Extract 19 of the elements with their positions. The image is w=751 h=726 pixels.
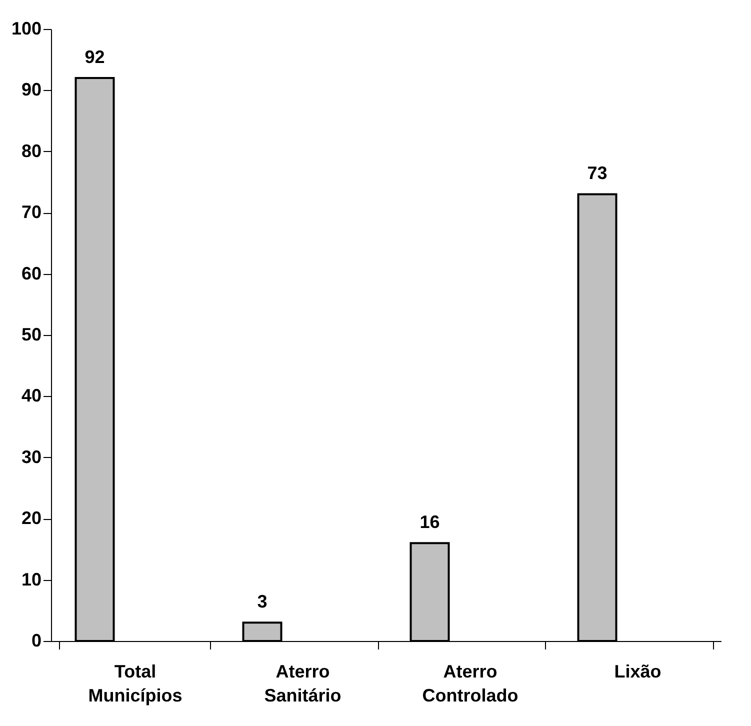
y-tick-label: 90 (21, 80, 42, 100)
y-tick-label: 20 (21, 508, 42, 528)
y-tick-label: 40 (21, 386, 42, 406)
y-tick-label: 80 (21, 140, 42, 161)
y-tick-label: 70 (21, 202, 42, 222)
data-label: 3 (257, 592, 268, 612)
y-tick-label: 30 (21, 446, 42, 467)
data-label: 16 (420, 512, 440, 532)
x-tick-label: Total Municípios (88, 662, 182, 706)
x-tick-label: Lixão (614, 662, 662, 682)
data-label: 73 (587, 163, 608, 184)
y-tick-label: 10 (21, 569, 42, 590)
y-tick-label: 100 (11, 18, 42, 38)
data-label: 92 (84, 46, 105, 67)
y-tick-label: 0 (31, 630, 42, 650)
y-tick-label: 60 (21, 263, 42, 284)
y-tick-label: 50 (21, 324, 42, 344)
x-tick-label: Aterro Sanitário (264, 662, 342, 706)
x-tick-label: Aterro Controlado (422, 662, 518, 706)
